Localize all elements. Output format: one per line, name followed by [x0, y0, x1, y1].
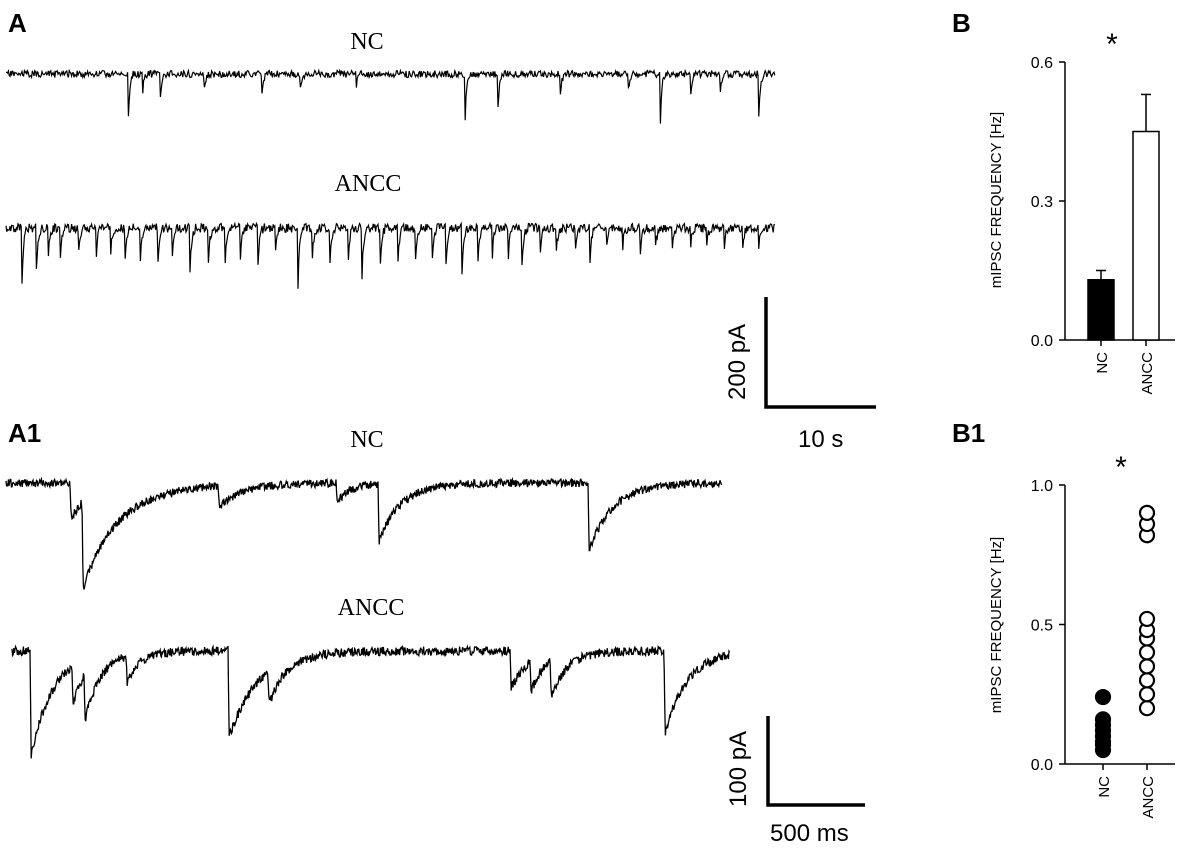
scale-bar-a-horizontal-label: 10 s [798, 426, 844, 453]
trace-label-a-nc: NC [350, 29, 384, 55]
trace-a1-ancc [11, 644, 731, 759]
scale-bar-a1 [766, 716, 865, 807]
chart-b1-point-ancc [1138, 644, 1156, 661]
chart-b1-x-tick-label: ANCC [1140, 776, 1157, 819]
chart-b1-significance: * [1115, 451, 1127, 484]
panel-letter-b: B [952, 8, 971, 38]
chart-b1-point-ancc [1138, 610, 1156, 628]
chart-b-bar-ancc [1132, 130, 1160, 341]
chart-b1-y-axis-label: mIPSC FREQUENCY [Hz] [988, 537, 1005, 713]
chart-b-y-tick-label: 0.3 [1031, 194, 1053, 211]
trace-a-nc [5, 68, 776, 124]
chart-b-y-tick-label: 0.0 [1031, 333, 1053, 350]
chart-b-x-tick-label: ANCC [1139, 352, 1156, 395]
chart-b-significance: * [1106, 28, 1118, 61]
chart-b-y-axis-label: mIPSC FREQUENCY [Hz] [988, 112, 1005, 288]
scale-bar-a1-horizontal-label: 500 ms [770, 820, 849, 847]
chart-b-bar-nc [1087, 279, 1115, 341]
chart-b1-point-ancc [1138, 686, 1156, 703]
chart-b1-point-ancc [1138, 658, 1156, 675]
trace-label-a1-nc: NC [350, 427, 384, 453]
trace-label-a-ancc: ANCC [334, 171, 402, 197]
chart-b-x-tick-label: NC [1094, 352, 1111, 374]
trace-a1-nc [5, 476, 723, 590]
scale-bar-a [764, 297, 876, 409]
chart-b1-point-nc [1094, 711, 1112, 728]
panel-letter-a: A [8, 8, 27, 38]
chart-b1-x-tick-label: NC [1096, 776, 1113, 798]
trace-label-a1-ancc: ANCC [337, 595, 405, 621]
chart-b1-point-ancc [1138, 672, 1156, 689]
chart-b1-y-tick-label: 1.0 [1031, 478, 1053, 495]
chart-b1-point-ancc [1138, 700, 1156, 717]
chart-b-y-tick-label: 0.6 [1031, 55, 1053, 72]
chart-b1-point-nc [1094, 688, 1112, 706]
panel-letter-a1: A1 [8, 418, 42, 448]
trace-a-ancc [5, 221, 776, 289]
panel-letter-b1: B1 [952, 418, 986, 448]
chart-b1-y-tick-label: 0.5 [1031, 618, 1053, 635]
chart-b1-y-tick-label: 0.0 [1031, 757, 1053, 774]
chart-b1-point-ancc [1138, 504, 1156, 522]
